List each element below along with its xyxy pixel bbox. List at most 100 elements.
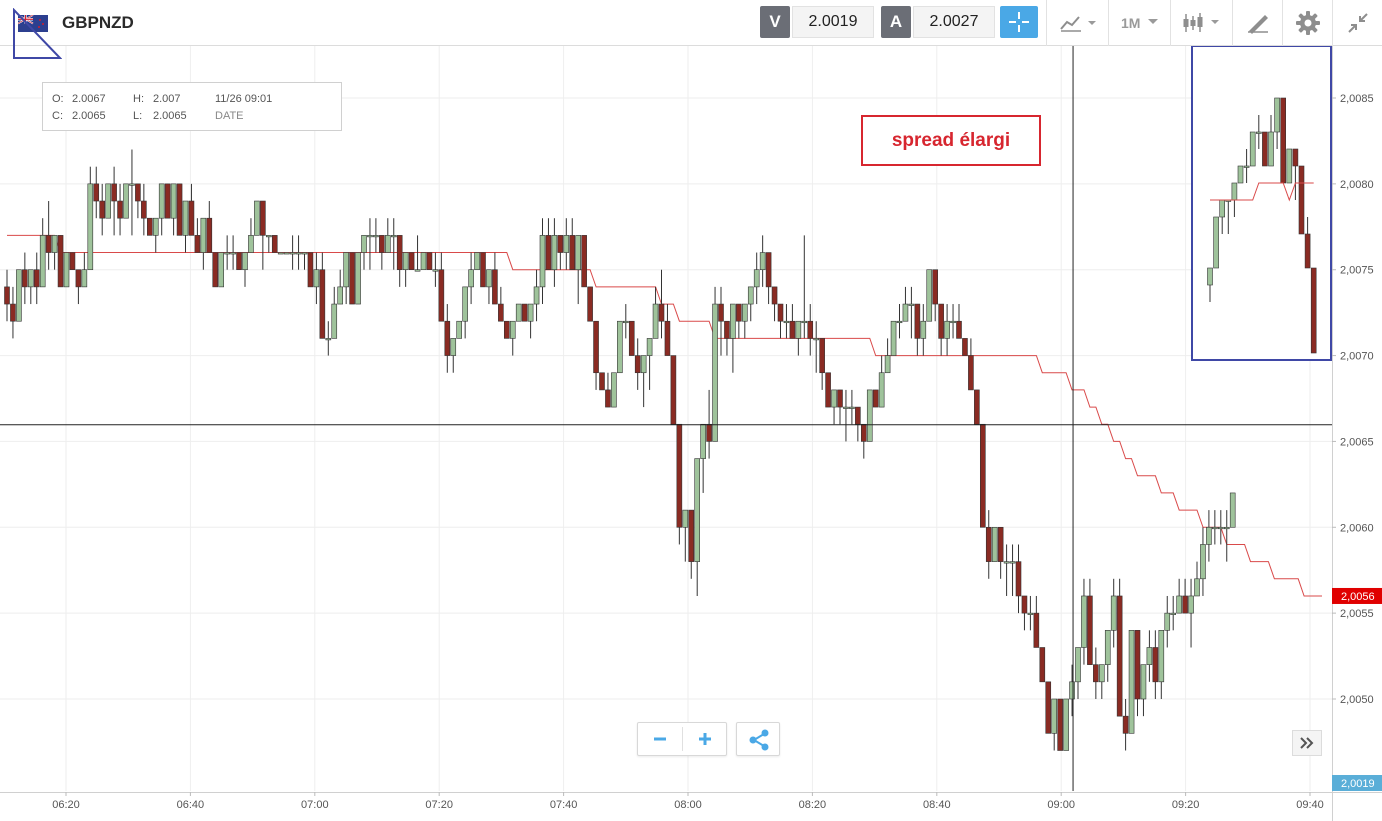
spread-annotation: spread élargi: [861, 115, 1041, 166]
candle-bearish: [545, 235, 552, 271]
collapse-button[interactable]: [1332, 0, 1382, 46]
y-tick-label: 2,0070: [1340, 351, 1374, 363]
close-value: 2.0065: [72, 110, 106, 122]
candle-bullish: [1223, 526, 1230, 530]
candle-bullish: [896, 320, 903, 324]
chart-area[interactable]: 2,0085 2,0080 2,0075 2,0070 2,0065 2,0060 2,00…: [0, 46, 1382, 821]
candle-bullish: [325, 338, 332, 341]
candle-bearish: [22, 269, 28, 288]
candle-bullish: [1128, 630, 1135, 734]
candle-bullish: [420, 252, 427, 271]
candle-bearish: [147, 217, 153, 236]
inset-candle-bearish: [1280, 97, 1286, 184]
candle-bearish: [188, 200, 195, 236]
candle-bullish: [230, 252, 236, 255]
last-price-label: 2,0056: [1341, 591, 1375, 603]
zoom-divider: [682, 727, 683, 751]
toolbar: GBPNZD V 2.0019 A 2.0027 1M: [0, 0, 1382, 46]
candle-bullish: [81, 269, 88, 288]
candle-bearish: [736, 303, 742, 322]
candle-bullish: [402, 252, 409, 271]
candle-bearish: [718, 303, 724, 322]
candle-bullish: [301, 252, 308, 255]
last-price-tag: [1332, 587, 1382, 604]
draw-tools-button[interactable]: [1232, 0, 1282, 46]
zoom-in-button[interactable]: [683, 723, 727, 755]
y-tick-label: 2,0065: [1340, 436, 1374, 448]
inset-moving-average-line: [1210, 182, 1314, 202]
candle-bearish: [4, 286, 10, 305]
candle-bullish: [747, 286, 754, 305]
candle-bearish: [557, 235, 564, 253]
candle-bearish: [1122, 715, 1129, 734]
sell-button[interactable]: V: [760, 6, 790, 38]
timeframe-menu[interactable]: 1M: [1108, 0, 1170, 46]
candle-bullish: [468, 269, 474, 288]
candle-bearish: [985, 526, 992, 562]
high-value: 2.007: [153, 93, 181, 105]
chart-type-menu[interactable]: [1046, 0, 1108, 46]
candle-bearish: [765, 252, 772, 288]
x-tick-label: 08:40: [923, 799, 951, 811]
timeframe-label: 1M: [1121, 15, 1141, 31]
gear-icon: [1296, 11, 1320, 35]
candle-bearish: [581, 235, 587, 288]
candle-bullish: [486, 269, 492, 288]
crosshair-button[interactable]: [1000, 6, 1038, 38]
candle-bullish: [1110, 595, 1117, 631]
buy-button[interactable]: A: [881, 6, 911, 38]
candle-bullish: [248, 235, 254, 253]
candle-bullish: [474, 252, 480, 271]
candle-style-menu[interactable]: [1170, 0, 1232, 46]
candle-bearish: [634, 355, 641, 374]
collapse-arrows-icon: [1348, 13, 1368, 33]
candle-bearish: [1045, 681, 1052, 734]
candle-bearish: [825, 372, 831, 408]
candle-bearish: [664, 320, 671, 356]
candle-bullish: [158, 183, 165, 219]
candle-bullish: [63, 252, 70, 288]
candle-bullish: [1212, 526, 1218, 530]
open-label: O:: [52, 93, 64, 105]
candle-bearish: [956, 320, 962, 339]
candle-bearish: [236, 252, 242, 271]
pencil-icon: [1248, 15, 1268, 34]
candle-bearish: [1116, 595, 1123, 717]
candle-bearish: [628, 320, 635, 356]
candle-bullish: [575, 235, 582, 271]
inset-candle-bullish: [1249, 131, 1256, 167]
candle-bullish: [1206, 526, 1212, 545]
candle-bearish: [587, 286, 593, 322]
candle-bullish: [289, 252, 296, 255]
candle-bullish: [730, 303, 736, 339]
candle-bearish: [349, 252, 355, 305]
share-button[interactable]: [736, 722, 780, 756]
y-tick-label: 2,0060: [1340, 522, 1374, 534]
candle-bearish: [771, 286, 778, 305]
candle-bullish: [331, 303, 338, 339]
candlestick-chart[interactable]: 2,0085 2,0080 2,0075 2,0070 2,0065 2,0060 2,00…: [0, 46, 1382, 821]
settings-button[interactable]: [1282, 0, 1332, 46]
candle-bullish: [414, 269, 421, 272]
candle-bearish: [498, 303, 504, 322]
chevron-down-icon: [1148, 19, 1158, 24]
candle-bullish: [950, 320, 956, 324]
y-tick-label: 2,0085: [1340, 93, 1374, 105]
candle-bullish: [991, 526, 998, 562]
inset-candle-bearish: [1310, 267, 1317, 354]
candle-bullish: [1229, 492, 1236, 528]
candle-bearish: [10, 303, 16, 322]
candle-bullish: [224, 252, 230, 255]
x-tick-label: 08:20: [799, 799, 827, 811]
candle-bearish: [1021, 595, 1028, 614]
open-value: 2.0067: [72, 93, 106, 105]
plot-background: [0, 46, 1382, 821]
scroll-to-latest-button[interactable]: [1292, 730, 1322, 756]
candle-bullish: [361, 235, 367, 253]
x-tick-label: 09:40: [1296, 799, 1324, 811]
candle-bearish: [997, 526, 1004, 562]
candle-bearish: [962, 338, 968, 356]
zoom-out-button[interactable]: [638, 723, 682, 755]
candle-bullish: [843, 406, 849, 409]
candle-bearish: [1134, 630, 1141, 700]
